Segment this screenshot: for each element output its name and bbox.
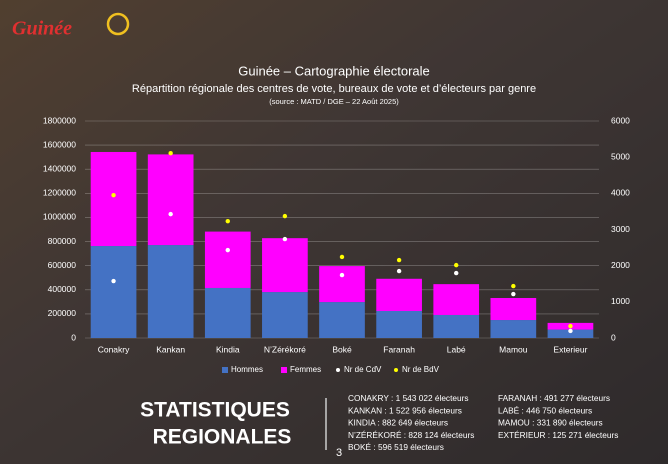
y2-tick-label: 2000 (611, 260, 630, 270)
bar-segment (148, 245, 194, 338)
y2-tick-label: 0 (611, 332, 616, 342)
bar-segment (490, 298, 536, 320)
dot (283, 214, 287, 218)
y-tick-label: 1400000 (43, 163, 76, 173)
dot (397, 269, 401, 273)
y-tick-label: 1800000 (43, 115, 76, 125)
bar-segment (91, 246, 137, 338)
chart-subtitle: Répartition régionale des centres de vot… (132, 83, 536, 95)
dot (397, 258, 401, 262)
chart-title: Guinée – Cartographie électorale (238, 63, 430, 78)
legend-label: Nr de CdV (344, 365, 382, 374)
bar-segment (433, 284, 479, 315)
y-tick-label: 1000000 (43, 212, 76, 222)
bar-segment (490, 320, 536, 338)
dot (226, 219, 230, 223)
x-tick-label: Kankan (156, 344, 185, 354)
y2-tick-label: 5000 (611, 151, 630, 161)
x-tick-label: Exterieur (553, 344, 587, 354)
dot (454, 263, 458, 267)
list-item: MAMOU : 331 890 électeurs (498, 418, 603, 428)
x-tick-label: Faranah (383, 344, 415, 354)
legend-swatch (394, 368, 398, 372)
heading: STATISTIQUES (140, 399, 290, 422)
dot (226, 248, 230, 252)
bar-segment (205, 232, 251, 288)
legend-swatch (281, 367, 287, 373)
bar-segment (262, 238, 308, 292)
logo: Guinée (12, 18, 72, 40)
legend-label: Femmes (290, 365, 321, 374)
legend-swatch (336, 368, 340, 372)
bar-segment (376, 279, 422, 311)
list-item: KINDIA : 882 649 électeurs (348, 418, 448, 428)
legend-swatch (222, 367, 228, 373)
dot (340, 255, 344, 259)
dot (454, 271, 458, 275)
y-tick-label: 600000 (48, 260, 77, 270)
slide: Guinée Guinée – Cartographie électorale … (0, 0, 668, 464)
dot (568, 329, 572, 333)
bar-segment (319, 302, 365, 338)
dot (111, 193, 115, 197)
y2-tick-label: 4000 (611, 188, 630, 198)
y2-tick-label: 3000 (611, 224, 630, 234)
bar-segment (91, 152, 137, 246)
dot (340, 273, 344, 277)
chart-source: (source : MATD / DGE – 22 Août 2025) (269, 97, 399, 106)
y2-tick-label: 1000 (611, 296, 630, 306)
bar-segment (205, 288, 251, 338)
legend-label: Hommes (231, 365, 263, 374)
x-tick-label: Boké (332, 344, 352, 354)
list-item: FARANAH : 491 277 électeurs (498, 393, 610, 403)
bar-segment (433, 315, 479, 338)
dot (511, 284, 515, 288)
x-tick-label: Mamou (499, 344, 528, 354)
x-tick-label: Conakry (98, 344, 130, 354)
y2-tick-label: 6000 (611, 115, 630, 125)
dot (283, 237, 287, 241)
x-tick-label: N’Zérékoré (264, 344, 306, 354)
y-tick-label: 800000 (48, 236, 77, 246)
bar-segment (262, 292, 308, 338)
y-tick-label: 1600000 (43, 139, 76, 149)
list-item: EXTÉRIEUR : 125 271 électeurs (498, 430, 618, 440)
heading: REGIONALES (153, 426, 292, 449)
list-item: KANKAN : 1 522 956 électeurs (348, 405, 462, 415)
y-tick-label: 200000 (48, 308, 77, 318)
dot (511, 292, 515, 296)
dot (111, 279, 115, 283)
list-item: CONAKRY : 1 543 022 électeurs (348, 393, 469, 403)
list-item: N’ZÉRÉKORÉ : 828 124 électeurs (348, 430, 474, 440)
page-number: 3 (336, 447, 342, 459)
bar-segment (376, 311, 422, 338)
dot (168, 212, 172, 216)
list-item: LABÉ : 446 750 électeurs (498, 405, 592, 415)
y-tick-label: 1200000 (43, 188, 76, 198)
dot (568, 324, 572, 328)
bar-segment (319, 266, 365, 302)
y-tick-label: 400000 (48, 284, 77, 294)
legend-label: Nr de BdV (402, 365, 440, 374)
bar-segment (148, 154, 194, 245)
x-tick-label: Kindia (216, 344, 240, 354)
list-item: BOKÉ : 596 519 électeurs (348, 442, 444, 452)
y-tick-label: 0 (71, 332, 76, 342)
dot (168, 151, 172, 155)
x-tick-label: Labé (447, 344, 466, 354)
